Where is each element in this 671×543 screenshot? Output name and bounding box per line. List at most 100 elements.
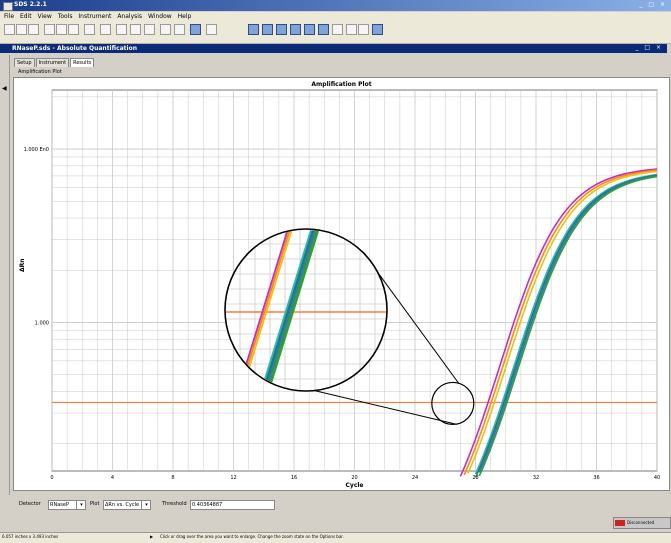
tab-setup[interactable]: Setup <box>14 58 35 67</box>
menu-file[interactable]: File <box>4 13 15 20</box>
detector-dropdown-icon[interactable]: ▾ <box>76 500 86 510</box>
grid-icon[interactable] <box>358 24 369 35</box>
save-icon[interactable] <box>28 24 39 35</box>
status-size: 6.057 inches x 3.493 inches <box>2 534 59 539</box>
analyze-icon[interactable] <box>144 24 155 35</box>
amplification-plot-panel[interactable]: Amplification Plot 1.000 En0 1.000 0 4 8 12 16… <box>13 77 670 491</box>
menu-analysis[interactable]: Analysis <box>117 13 143 20</box>
status-hint-icon: ▶ <box>150 534 154 539</box>
amplification-curve[interactable] <box>474 174 658 478</box>
amplification-curve[interactable] <box>459 168 658 477</box>
menu-view[interactable]: View <box>37 13 52 20</box>
disconnected-icon <box>615 520 625 526</box>
report-icon[interactable] <box>372 24 383 35</box>
tool-icon[interactable] <box>116 24 127 35</box>
plot-select[interactable]: ΔRn vs. Cycle <box>103 500 142 510</box>
collapse-arrow-icon[interactable]: ◀ <box>2 85 7 92</box>
menu-help[interactable]: Help <box>177 13 192 20</box>
x-tick-label: 24 <box>412 475 418 481</box>
menu-edit[interactable]: Edit <box>19 13 32 20</box>
magnifier-curve <box>239 230 291 390</box>
zoom-connector-line <box>311 389 457 425</box>
zoom-magnifier-circle <box>224 228 388 392</box>
tab-instrument[interactable]: Instrument <box>35 58 70 67</box>
zoom-magnifier-content <box>226 230 386 390</box>
magnifier-curve <box>241 230 293 390</box>
left-sidebar: ◀ <box>0 55 10 495</box>
zoom-icon[interactable] <box>190 24 201 35</box>
layout-8-icon[interactable] <box>346 24 357 35</box>
plot-controls: Detector RNaseP ▾ Plot ΔRn vs. Cycle ▾ T… <box>12 494 670 514</box>
layout-4-icon[interactable] <box>290 24 301 35</box>
x-axis-label: Cycle <box>346 482 364 489</box>
detector-label: Detector <box>19 501 41 507</box>
menu-instrument[interactable]: Instrument <box>78 13 112 20</box>
magnifier-curve <box>266 230 320 390</box>
document-titlebar: RNaseP.sds - Absolute Quantification _ □… <box>0 44 667 53</box>
layout-6-icon[interactable] <box>318 24 329 35</box>
open-icon[interactable] <box>16 24 27 35</box>
app-title: SDS 2.2.1 <box>14 1 47 8</box>
x-tick-label: 32 <box>533 475 539 481</box>
threshold-field[interactable]: 0.40364887 <box>190 500 275 510</box>
layout-5-icon[interactable] <box>304 24 315 35</box>
status-hint: Click or drag over the area you want to … <box>160 534 344 539</box>
subtab-amplification-plot[interactable]: Amplification Plot <box>18 69 62 75</box>
instrument-icon[interactable] <box>130 24 141 35</box>
status-bar: 6.057 inches x 3.493 inches ▶ Click or d… <box>0 532 671 543</box>
y-tick-label: 1.000 En0 <box>24 147 49 153</box>
x-tick-label: 36 <box>593 475 599 481</box>
plot-title: Amplification Plot <box>311 81 372 88</box>
layout-7-icon[interactable] <box>332 24 343 35</box>
x-tick-label: 12 <box>230 475 236 481</box>
app-titlebar: SDS 2.2.1 _ □ × <box>0 0 671 11</box>
layout-3-icon[interactable] <box>276 24 287 35</box>
x-tick-label: 16 <box>291 475 297 481</box>
copy-icon[interactable] <box>56 24 67 35</box>
x-tick-label: 20 <box>351 475 357 481</box>
new-icon[interactable] <box>4 24 15 35</box>
amplification-chart[interactable]: 1.000 En0 1.000 0 4 8 12 16 20 24 28 32 36 40 Cycle ΔR… <box>14 78 669 490</box>
amplification-curve[interactable] <box>478 175 658 477</box>
amplification-curve[interactable] <box>478 175 658 473</box>
tab-results[interactable]: Results <box>70 58 95 67</box>
zoom-connector-line <box>375 269 460 384</box>
document-title: RNaseP.sds - Absolute Quantification <box>12 45 137 52</box>
magnifier-curve <box>264 230 318 390</box>
document-window-buttons[interactable]: _ □ × <box>635 44 663 51</box>
magnifier-curve <box>262 230 316 390</box>
connection-status: Disconnected <box>613 517 671 529</box>
y-axis-label: ΔRn <box>19 258 26 272</box>
amplification-curve[interactable] <box>463 169 658 476</box>
layout-2-icon[interactable] <box>262 24 273 35</box>
tab-bar: Setup Instrument Results <box>14 58 95 67</box>
paste-icon[interactable] <box>68 24 79 35</box>
toolbar <box>0 21 671 44</box>
magnifier-curve <box>260 230 314 390</box>
app-window-buttons[interactable]: _ □ × <box>639 1 667 8</box>
menu-tools[interactable]: Tools <box>57 13 73 20</box>
run-icon[interactable] <box>160 24 171 35</box>
stop-icon[interactable] <box>174 24 185 35</box>
x-tick-label: 28 <box>472 475 478 481</box>
plot-label: Plot <box>90 501 100 507</box>
threshold-label: Threshold <box>162 501 187 507</box>
x-tick-label: 0 <box>50 475 53 481</box>
menubar: File Edit View Tools Instrument Analysis… <box>0 12 671 21</box>
print-icon[interactable] <box>44 24 55 35</box>
x-tick-label: 8 <box>171 475 174 481</box>
y-tick-label: 1.000 <box>35 320 49 326</box>
amplification-curve[interactable] <box>474 173 658 475</box>
layout-1-icon[interactable] <box>248 24 259 35</box>
x-tick-label: 4 <box>111 475 114 481</box>
x-tick-label: 40 <box>654 475 660 481</box>
cut-icon[interactable] <box>84 24 95 35</box>
plot-dropdown-icon[interactable]: ▾ <box>141 500 151 510</box>
detector-select[interactable]: RNaseP <box>48 500 77 510</box>
zoom-target-circle[interactable] <box>431 381 475 426</box>
amplification-curve[interactable] <box>467 170 658 474</box>
export-icon[interactable] <box>100 24 111 35</box>
app-icon <box>3 2 13 11</box>
menu-window[interactable]: Window <box>147 13 172 20</box>
view-toggle-icon[interactable] <box>206 24 217 35</box>
